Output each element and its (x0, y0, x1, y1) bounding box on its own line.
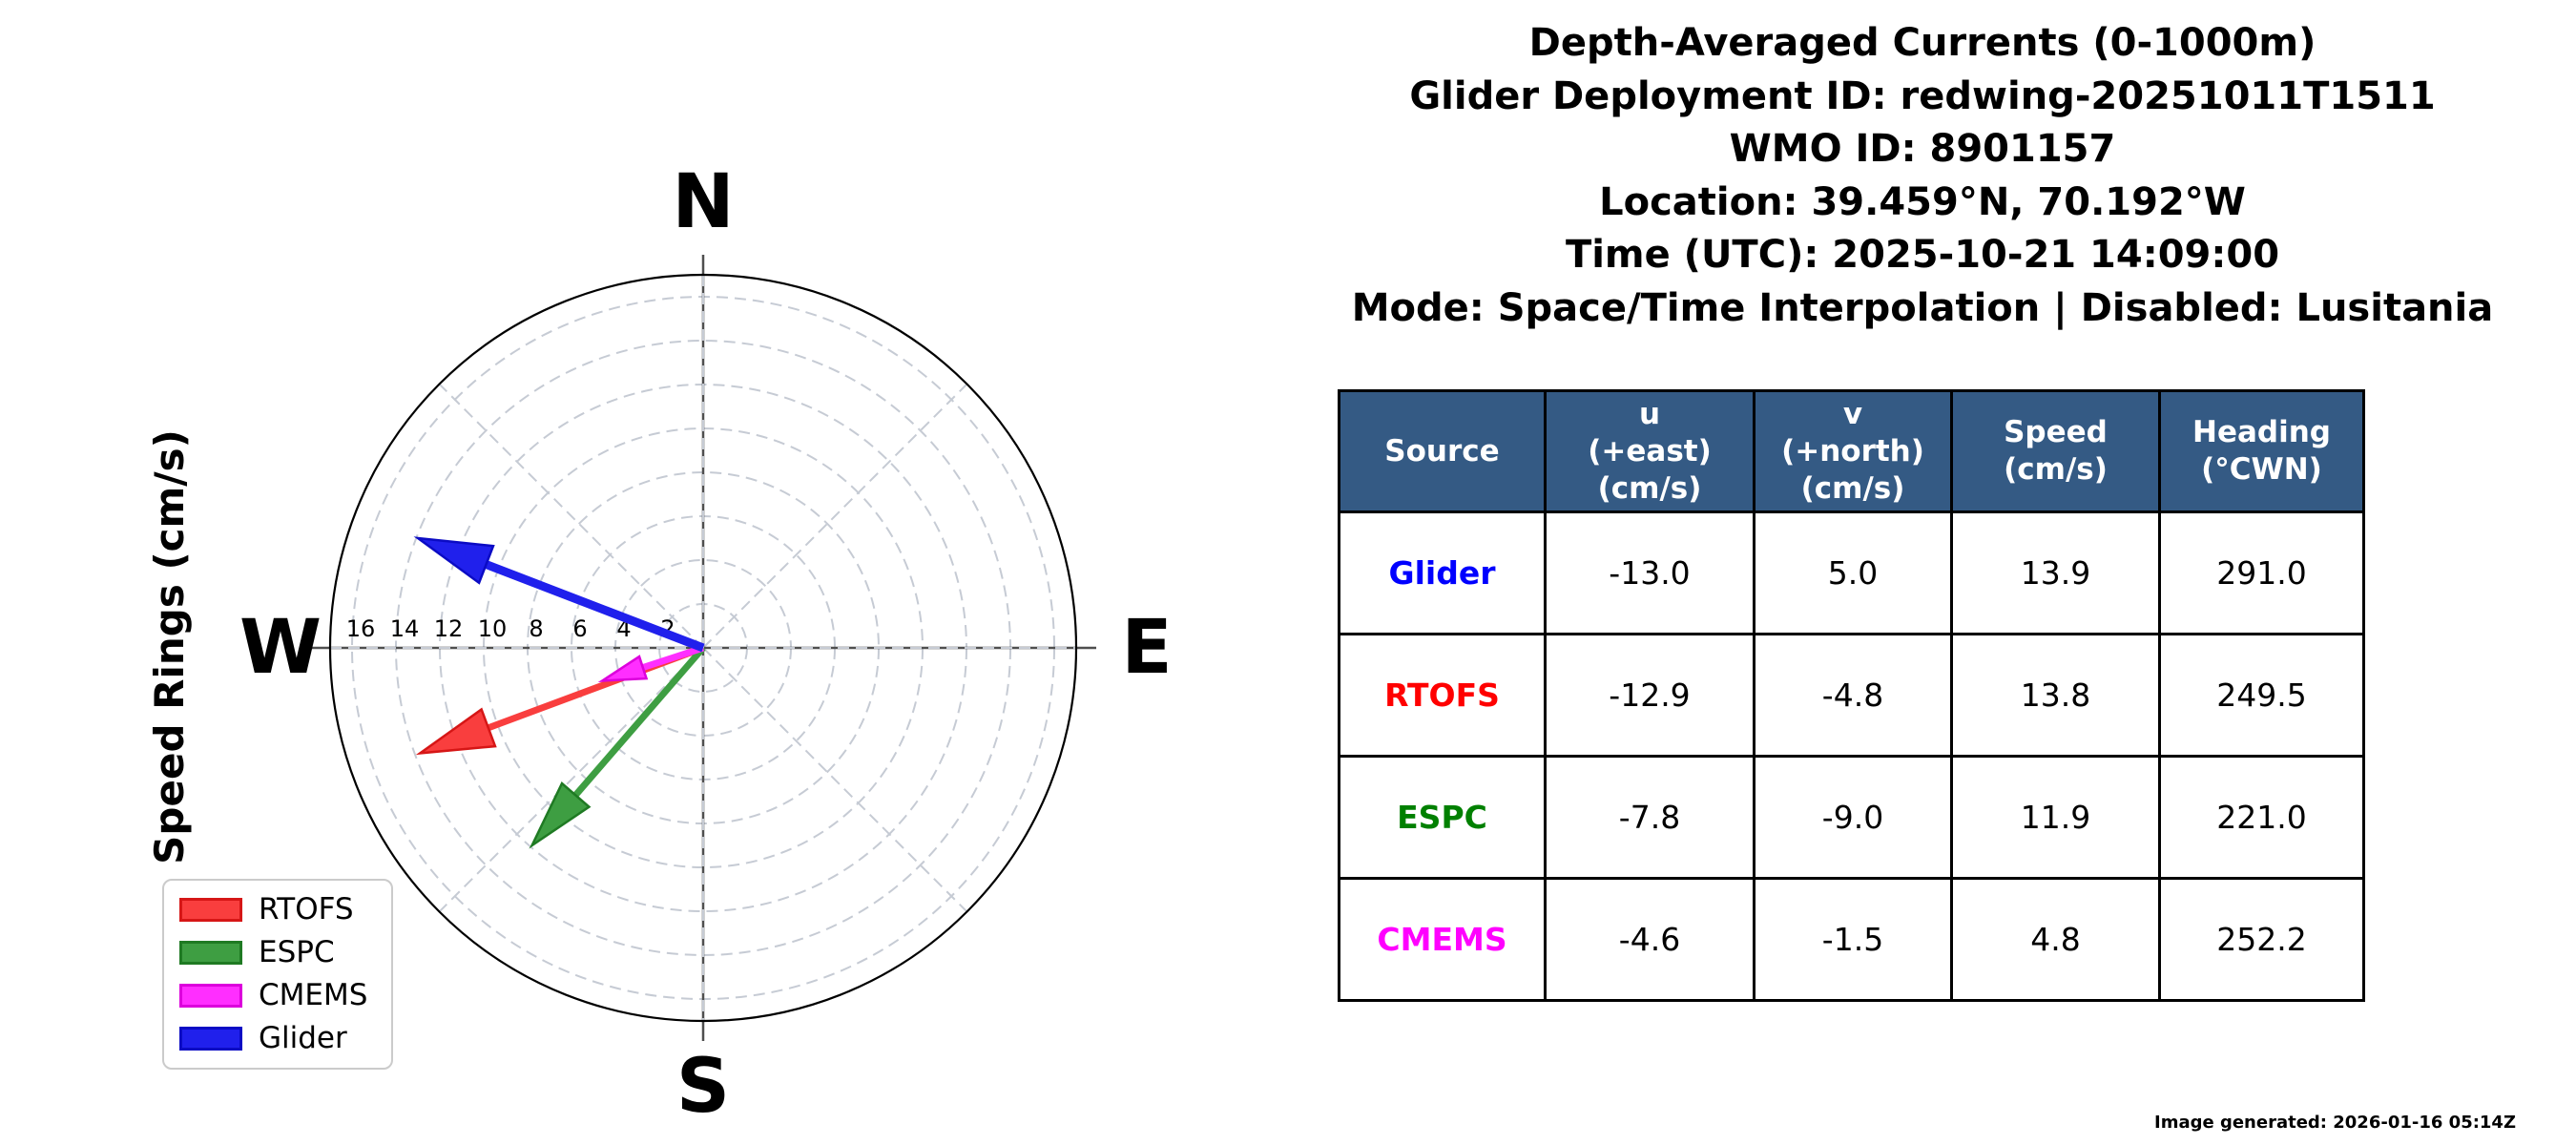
heading-cell: 249.5 (2158, 633, 2365, 758)
legend-swatch-cmems (179, 984, 242, 1008)
legend-label-rtofs: RTOFS (259, 892, 354, 926)
ring-label-14: 14 (390, 615, 420, 642)
legend-item-espc: ESPC (179, 938, 385, 968)
source-cell: CMEMS (1338, 877, 1547, 1002)
col-header-heading: Heading (°CWN) (2158, 389, 2365, 513)
compass-label-east: E (1121, 605, 1172, 691)
compass-spoke-225 (438, 647, 704, 913)
legend-item-rtofs: RTOFS (179, 895, 385, 925)
col-header-line: (cm/s) (1800, 470, 1905, 506)
legend-item-glider: Glider (179, 1024, 385, 1053)
header-line-time: Time (UTC): 2025-10-21 14:09:00 (1565, 233, 2280, 277)
source-cell: Glider (1338, 510, 1547, 635)
u-cell: -13.0 (1544, 510, 1755, 635)
arrow-head-espc (529, 781, 592, 849)
table-header-row: Source u (+east) (cm/s) v (+north) (cm/s… (1338, 389, 2365, 513)
ring-label-12: 12 (434, 615, 464, 642)
arrow-shaft-espc (568, 645, 706, 803)
table-row-glider: Glider -13.0 5.0 13.9 291.0 (1338, 510, 2365, 635)
v-cell: -4.8 (1753, 633, 1953, 758)
arrow-head-cmems (597, 655, 649, 682)
col-header-speed: Speed (cm/s) (1950, 389, 2161, 513)
arrow-shaft-glider (477, 557, 705, 653)
col-header-line: (+east) (1588, 433, 1712, 468)
compass-spoke-45 (702, 383, 968, 649)
outer-boundary-circle (328, 273, 1078, 1023)
speed-cell: 13.8 (1950, 633, 2161, 758)
compass-spoke-135 (438, 383, 704, 649)
header-line-mode: Mode: Space/Time Interpolation | Disable… (1351, 285, 2494, 330)
arrow-head-rtofs (415, 707, 497, 756)
speed-cell: 13.9 (1950, 510, 2161, 635)
legend-swatch-rtofs (179, 898, 242, 922)
legend-swatch-espc (179, 941, 242, 965)
ring-label-16: 16 (346, 615, 376, 642)
legend-label-glider: Glider (259, 1021, 347, 1055)
col-header-line: (cm/s) (2004, 452, 2108, 487)
ring-label-10: 10 (478, 615, 508, 642)
source-cell: RTOFS (1338, 633, 1547, 758)
header-line-location: Location: 39.459°N, 70.192°W (1599, 179, 2246, 224)
heading-cell: 252.2 (2158, 877, 2365, 1002)
col-header-line: Heading (2192, 415, 2331, 449)
currents-table: Source u (+east) (cm/s) v (+north) (cm/s… (1338, 389, 2365, 1002)
speed-rings-axis-label: Speed Rings (cm/s) (146, 429, 193, 864)
u-cell: -7.8 (1544, 755, 1755, 880)
col-header-line: Speed (2004, 415, 2108, 449)
col-header-line: Source (1384, 433, 1500, 468)
speed-cell: 11.9 (1950, 755, 2161, 880)
header-line-title: Depth-Averaged Currents (0-1000m) (1528, 21, 2316, 65)
u-cell: -4.6 (1544, 877, 1755, 1002)
ring-label-6: 6 (572, 615, 587, 642)
compass-spoke-315 (702, 647, 968, 913)
u-cell: -12.9 (1544, 633, 1755, 758)
compass-label-south: S (676, 1044, 730, 1130)
arrow-head-glider (413, 536, 495, 585)
col-header-u: u (+east) (cm/s) (1544, 389, 1755, 513)
legend: RTOFS ESPC CMEMS Glider (162, 879, 393, 1070)
v-cell: 5.0 (1753, 510, 1953, 635)
table-row-espc: ESPC -7.8 -9.0 11.9 221.0 (1338, 755, 2365, 880)
legend-swatch-glider (179, 1027, 242, 1051)
compass-label-north: N (672, 159, 734, 245)
speed-cell: 4.8 (1950, 877, 2161, 1002)
generated-timestamp: Image generated: 2026-01-16 05:14Z (2154, 1113, 2517, 1133)
col-header-line: (+north) (1781, 433, 1924, 468)
heading-cell: 221.0 (2158, 755, 2365, 880)
ring-label-8: 8 (529, 615, 543, 642)
col-header-v: v (+north) (cm/s) (1753, 389, 1953, 513)
source-cell: ESPC (1338, 755, 1547, 880)
header-line-wmo: WMO ID: 8901157 (1729, 127, 2116, 171)
compass-label-west: W (239, 605, 322, 691)
legend-item-cmems: CMEMS (179, 981, 385, 1010)
col-header-line: (°CWN) (2201, 452, 2322, 487)
v-cell: -1.5 (1753, 877, 1953, 1002)
v-cell: -9.0 (1753, 755, 1953, 880)
legend-label-espc: ESPC (259, 935, 335, 969)
col-header-line: u (1638, 396, 1661, 431)
header-block: Depth-Averaged Currents (0-1000m) Glider… (1288, 17, 2557, 335)
legend-label-cmems: CMEMS (259, 978, 368, 1012)
header-line-deployment: Glider Deployment ID: redwing-20251011T1… (1409, 73, 2436, 118)
heading-cell: 291.0 (2158, 510, 2365, 635)
table-row-rtofs: RTOFS -12.9 -4.8 13.8 249.5 (1338, 633, 2365, 758)
col-header-line: v (1842, 396, 1863, 431)
col-header-line: (cm/s) (1597, 470, 1702, 506)
arrow-shaft-cmems (634, 644, 705, 674)
col-header-source: Source (1338, 389, 1547, 513)
table-row-cmems: CMEMS -4.6 -1.5 4.8 252.2 (1338, 877, 2365, 1002)
